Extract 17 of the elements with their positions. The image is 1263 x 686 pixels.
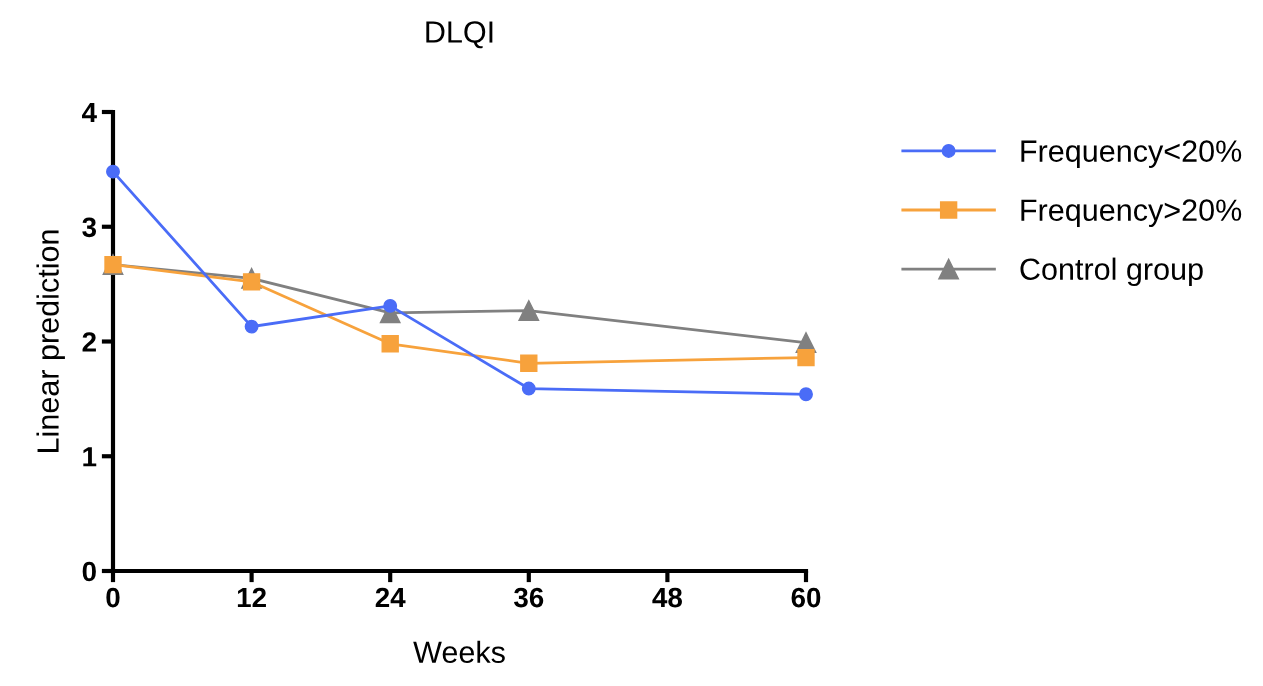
legend-label: Frequency>20% [1021,199,1242,228]
x-tick-label: 24 [375,587,406,608]
chart-title: DLQI [426,21,493,49]
x-tick-label: 0 [106,587,120,608]
y-tick-label: 2 [82,332,96,352]
legend-label: Frequency<20% [1021,140,1242,168]
x-axis-title: Weeks [413,640,505,664]
y-tick-label: 1 [83,447,97,467]
y-axis-title: Linear prediction [36,230,65,452]
legend-label: Control group [1020,257,1203,287]
x-tick-label: 12 [237,587,266,608]
x-tick-label: 60 [791,587,821,608]
y-tick-label: 4 [82,102,97,123]
x-tick-label: 36 [513,587,544,608]
y-tick-label: 3 [82,217,97,238]
x-tick-label: 48 [652,587,682,608]
y-tick-label: 0 [82,561,96,582]
